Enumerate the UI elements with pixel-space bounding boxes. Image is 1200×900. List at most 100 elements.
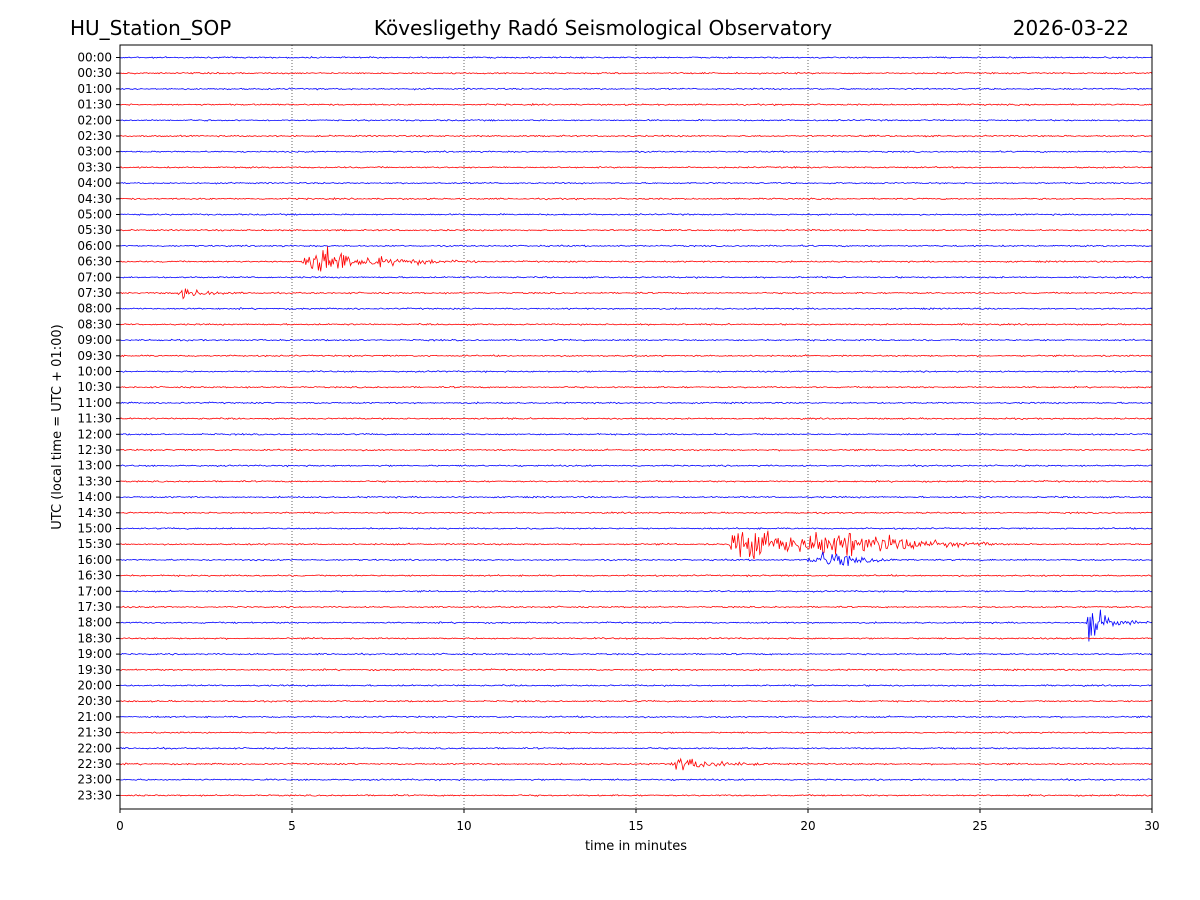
- y-axis-label: UTC (local time = UTC + 01:00): [50, 324, 65, 529]
- y-tick-label: 00:00: [77, 51, 112, 65]
- y-tick-label: 09:30: [77, 349, 112, 363]
- y-tick-label: 10:00: [77, 365, 112, 379]
- y-tick-label: 00:30: [77, 66, 112, 80]
- y-tick-label: 20:30: [77, 694, 112, 708]
- y-tick-label: 06:00: [77, 239, 112, 253]
- y-tick-label: 23:30: [77, 788, 112, 802]
- trace-1400: [119, 495, 1153, 499]
- chart-title: Kövesligethy Radó Seismological Observat…: [374, 16, 832, 40]
- trace-0000: [119, 56, 1153, 60]
- trace-0930: [119, 354, 1153, 358]
- y-tick-label: 05:30: [77, 223, 112, 237]
- trace-1100: [119, 401, 1152, 405]
- trace-0230: [119, 134, 1153, 138]
- y-tick-label: 22:30: [77, 757, 112, 771]
- y-tick-label: 19:30: [77, 663, 112, 677]
- y-tick-label: 08:30: [77, 317, 112, 331]
- trace-0130: [119, 102, 1153, 107]
- y-tick-label: 02:00: [77, 113, 112, 127]
- y-tick-label: 15:30: [77, 537, 112, 551]
- y-tick-label: 13:30: [77, 474, 112, 488]
- y-tick-label: 13:00: [77, 459, 112, 473]
- trace-1500: [119, 526, 1152, 531]
- y-tick-label: 01:00: [77, 82, 112, 96]
- y-tick-label: 12:30: [77, 443, 112, 457]
- x-tick-label: 25: [972, 819, 987, 833]
- trace-1200: [119, 432, 1153, 436]
- trace-2300: [119, 778, 1153, 782]
- y-tick-label: 09:00: [77, 333, 112, 347]
- trace-0800: [119, 307, 1153, 311]
- y-tick-label: 03:30: [77, 160, 112, 174]
- trace-2130: [119, 731, 1153, 735]
- grid-lines: [291, 45, 981, 809]
- trace-1130: [119, 417, 1153, 421]
- trace-2000: [119, 684, 1152, 688]
- y-tick-label: 15:00: [77, 522, 112, 536]
- y-tick-label: 11:30: [77, 412, 112, 426]
- trace-0730: [119, 288, 1153, 300]
- trace-0030: [119, 71, 1153, 75]
- trace-1830: [119, 636, 1153, 641]
- plot-date: 2026-03-22: [1013, 16, 1129, 40]
- y-tick-label: 04:30: [77, 192, 112, 206]
- y-tick-label: 14:30: [77, 506, 112, 520]
- trace-1030: [119, 385, 1153, 389]
- trace-0530: [119, 228, 1153, 232]
- trace-0600: [119, 244, 1153, 248]
- trace-1630: [119, 574, 1153, 578]
- y-tick-label: 07:30: [77, 286, 112, 300]
- x-axis-label: time in minutes: [585, 839, 687, 854]
- y-tick-label: 12:00: [77, 427, 112, 441]
- trace-0630: [119, 246, 1153, 272]
- trace-2100: [119, 715, 1153, 719]
- x-tick-label: 5: [288, 819, 296, 833]
- y-tick-label: 20:00: [77, 679, 112, 693]
- trace-0330: [119, 165, 1153, 169]
- trace-0200: [119, 118, 1153, 122]
- trace-1300: [120, 464, 1153, 468]
- y-tick-label: 05:00: [77, 208, 112, 222]
- trace-1230: [119, 448, 1152, 452]
- y-tick-label: 16:30: [77, 569, 112, 583]
- x-tick-label: 10: [456, 819, 471, 833]
- trace-1600: [119, 551, 1153, 567]
- y-tick-label: 18:00: [77, 616, 112, 630]
- x-tick-label: 15: [628, 819, 643, 833]
- trace-0100: [119, 87, 1153, 91]
- trace-2230: [119, 757, 1153, 771]
- y-tick-label: 04:00: [77, 176, 112, 190]
- y-tick-label: 23:00: [77, 773, 112, 787]
- y-tick-label: 11:00: [77, 396, 112, 410]
- trace-2330: [120, 794, 1153, 797]
- x-tick-label: 0: [116, 819, 124, 833]
- y-tick-label: 17:00: [77, 584, 112, 598]
- y-tick-label: 08:00: [77, 302, 112, 316]
- y-tick-label: 19:00: [77, 647, 112, 661]
- y-tick-label: 10:30: [77, 380, 112, 394]
- plot-frame: [119, 44, 1153, 810]
- y-tick-label: 17:30: [77, 600, 112, 614]
- trace-0500: [119, 213, 1153, 216]
- trace-0900: [119, 338, 1153, 342]
- trace-1700: [119, 589, 1153, 593]
- y-tick-label: 21:00: [77, 710, 112, 724]
- trace-1900: [119, 652, 1153, 656]
- y-tick-label: 03:00: [77, 145, 112, 159]
- trace-0400: [120, 181, 1153, 185]
- trace-1800: [119, 609, 1153, 642]
- trace-1330: [119, 479, 1153, 483]
- y-tick-label: 01:30: [77, 98, 112, 112]
- trace-0430: [119, 197, 1153, 201]
- trace-1430: [119, 511, 1153, 515]
- trace-0300: [119, 150, 1153, 154]
- trace-2200: [119, 746, 1153, 750]
- y-tick-label: 06:30: [77, 255, 112, 269]
- trace-2030: [119, 699, 1153, 703]
- trace-0700: [119, 275, 1153, 279]
- x-axis-ticks: 0 5 10 15 20 25 30: [116, 809, 1160, 833]
- traces: [119, 56, 1153, 797]
- y-tick-label: 02:30: [77, 129, 112, 143]
